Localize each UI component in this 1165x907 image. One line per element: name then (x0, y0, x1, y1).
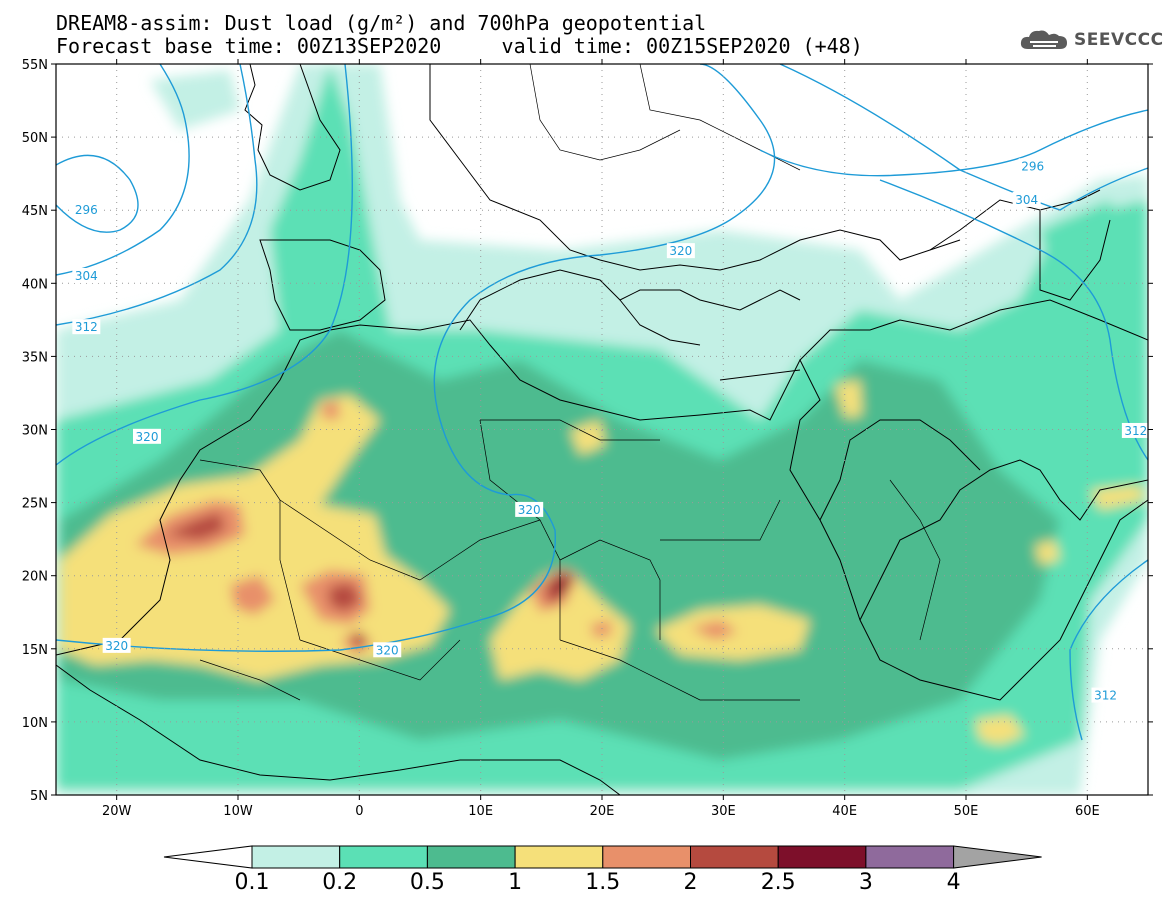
logo-text: SEEVCCC (1074, 30, 1164, 50)
contour-label: 320 (136, 430, 159, 444)
lat-tick-label: 15N (22, 643, 48, 658)
colorbar-swatch (514, 845, 604, 869)
contour-label: 304 (1015, 193, 1038, 207)
lat-tick-label: 5N (30, 789, 48, 804)
lat-tick-label: 10N (22, 716, 48, 731)
lon-tick-label: 20W (102, 804, 132, 819)
coastlines (56, 64, 1148, 795)
contour-label: 312 (1094, 689, 1117, 703)
lon-tick-label: 50E (954, 804, 979, 819)
lat-tick-label: 45N (22, 204, 48, 219)
lon-tick-label: 30E (711, 804, 736, 819)
lon-tick-label: 20E (590, 804, 615, 819)
lon-tick-label: 60E (1075, 804, 1100, 819)
contour-label-box (72, 267, 101, 283)
contour-label: 304 (75, 269, 98, 283)
contour-label-box (102, 637, 131, 653)
lon-tick-label: 40E (832, 804, 857, 819)
colorbar-swatch (602, 845, 691, 869)
lon-tick-label: 10W (223, 804, 253, 819)
colorbar-max-arrow (953, 845, 1042, 869)
lat-tick-label: 30N (22, 424, 48, 439)
longitude-axis: 20W 10W 0 10E 20E 30E 40E 50E 60E (102, 59, 1100, 819)
graticule (56, 64, 1148, 795)
contour-label: 320 (376, 643, 399, 657)
contour-label: 312 (1124, 424, 1147, 438)
contour-label: 312 (75, 320, 98, 334)
contour-label-box (666, 243, 695, 259)
lat-tick-label: 50N (22, 131, 48, 146)
lat-tick-label: 20N (22, 570, 48, 585)
contour-label-box (133, 428, 161, 444)
map-title: DREAM8-assim: Dust load (g/m²) and 700hP… (56, 11, 707, 35)
colorbar-label: 4 (946, 870, 961, 895)
lat-tick-label: 25N (22, 497, 48, 512)
contour-label: 320 (105, 639, 128, 653)
colorbar-label: 1.5 (585, 870, 621, 895)
colorbar-label: 2 (683, 870, 698, 895)
colorbar-swatch (339, 845, 428, 869)
dust-shading: 296 304 312 320 320 320 320 320 296 304 312 312 (56, 64, 1148, 795)
colorbar-label: 1 (508, 870, 523, 895)
colorbar-min-arrow (163, 845, 253, 869)
latitude-axis: 55N 50N 45N 40N 35N 30N 25N 20N 15N 10N 5N (22, 58, 1153, 804)
contour-label-box (373, 642, 402, 658)
contour-label-box (72, 319, 101, 335)
lon-tick-label: 10E (468, 804, 493, 819)
geopotential-contours (56, 64, 1148, 741)
contour-label-box (1018, 158, 1047, 174)
contour-label: 296 (75, 203, 98, 217)
base-time: Forecast base time: 00Z13SEP2020 (56, 34, 442, 58)
cloud-icon (1020, 30, 1067, 49)
colorbar-swatch (865, 845, 955, 869)
forecast-times: Forecast base time: 00Z13SEP2020 valid t… (56, 35, 863, 57)
contour-label-box (1012, 191, 1041, 207)
colorbar-swatch (426, 845, 516, 869)
colorbar-label: 0.2 (322, 870, 358, 895)
colorbar-label: 2.5 (760, 870, 796, 895)
colorbar-label: 3 (858, 870, 873, 895)
contour-label-box (72, 202, 101, 218)
contour-label-box (1121, 422, 1148, 438)
colorbar-label: 0.1 (234, 870, 270, 895)
lat-tick-label: 35N (22, 350, 48, 365)
colorbar-swatch (251, 845, 341, 869)
valid-time: valid time: 00Z15SEP2020 (+48) (501, 34, 863, 58)
contour-label: 296 (1021, 159, 1044, 173)
colorbar-swatch (777, 845, 867, 869)
colorbar-swatch (690, 845, 779, 869)
contour-label: 320 (669, 244, 692, 258)
borders (199, 64, 941, 701)
contour-labels: 296 304 312 320 320 320 320 320 296 304 312 312 (72, 158, 1148, 703)
contour-label-box (515, 501, 544, 517)
contour-label: 320 (518, 503, 541, 517)
lat-tick-label: 55N (22, 58, 48, 73)
colorbar-label: 0.5 (409, 870, 445, 895)
seevccc-logo: SEEVCCC (1018, 27, 1164, 53)
colorbar (163, 845, 1042, 869)
lon-tick-label: 0 (355, 804, 363, 819)
lat-tick-label: 40N (22, 277, 48, 292)
contour-label-box (1091, 687, 1120, 703)
